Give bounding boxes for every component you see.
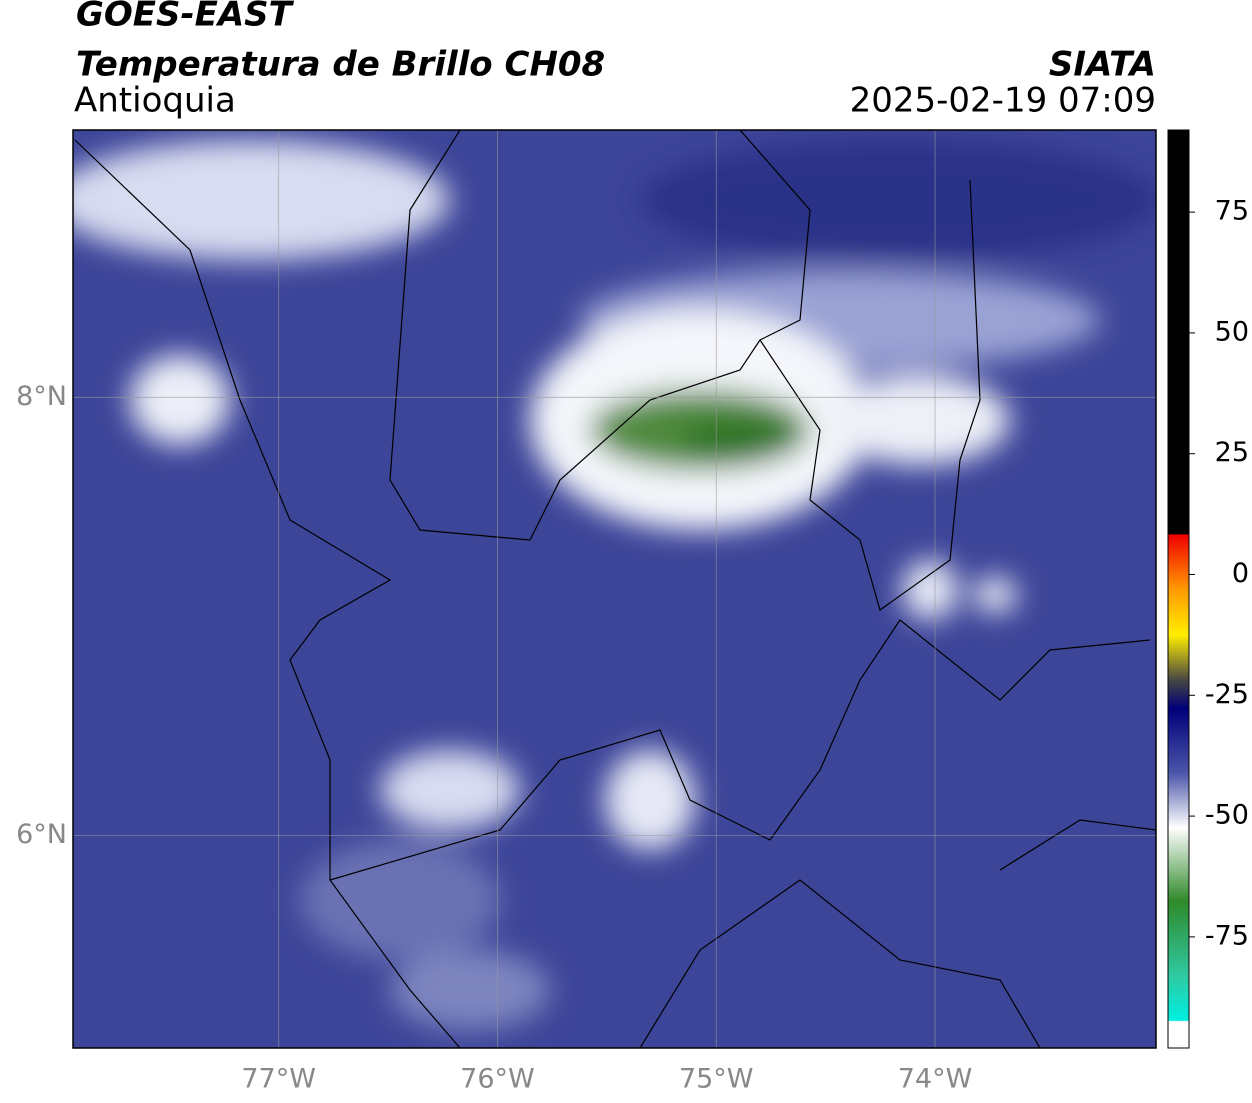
y-tick-label: 8°N <box>16 381 67 412</box>
agency: SIATA <box>1049 45 1156 85</box>
colorbar <box>1167 129 1190 1049</box>
datetime: 2025-02-19 07:09 <box>850 81 1156 121</box>
colorbar-label: 25 <box>1215 437 1249 468</box>
colorbar-label: 50 <box>1215 316 1249 347</box>
source: GOES-EAST <box>76 0 295 35</box>
x-tick-label: 77°W <box>241 1064 316 1095</box>
colorbar-label: 75 <box>1215 196 1249 227</box>
colorbar-label: 0 <box>1232 558 1249 589</box>
x-tick-label: 74°W <box>898 1064 973 1095</box>
y-tick-label: 6°N <box>16 819 67 850</box>
colorbar-label: -50 <box>1205 800 1249 831</box>
colorbar-label: -75 <box>1205 920 1249 951</box>
region: Antioquia <box>74 81 236 121</box>
satellite-image <box>73 130 1156 1048</box>
grid <box>73 130 1156 1048</box>
title: Temperatura de Brillo CH08 <box>76 45 605 85</box>
x-tick-label: 75°W <box>679 1064 754 1095</box>
colorbar-label: -25 <box>1205 679 1249 710</box>
map-frame <box>72 129 1157 1049</box>
x-tick-label: 76°W <box>460 1064 535 1095</box>
